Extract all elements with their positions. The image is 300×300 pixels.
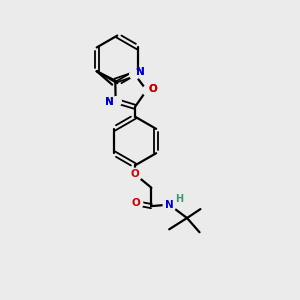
Text: O: O: [130, 169, 140, 179]
Text: N: N: [136, 67, 145, 77]
Text: N: N: [165, 200, 174, 210]
Text: N: N: [105, 97, 114, 106]
Text: N: N: [136, 67, 145, 77]
Text: N: N: [105, 97, 114, 106]
Text: O: O: [149, 84, 158, 94]
Text: O: O: [131, 198, 140, 208]
Text: O: O: [149, 84, 158, 94]
Text: H: H: [175, 194, 183, 204]
